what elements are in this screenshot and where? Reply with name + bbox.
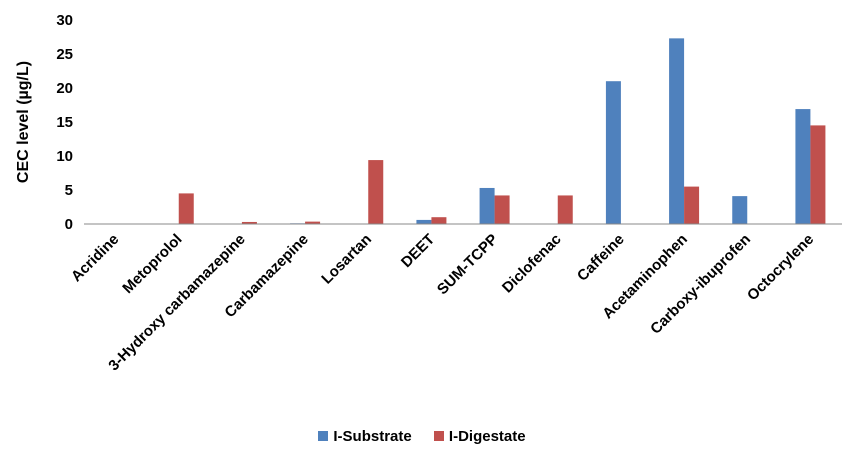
- y-tick-label: 20: [56, 80, 73, 97]
- x-category-label: SUM-TCPP: [434, 231, 501, 298]
- x-category-label: Acridine: [68, 231, 122, 285]
- bar-substrate: [416, 219, 432, 224]
- bar-substrate: [795, 109, 811, 224]
- legend: I-Substrate I-Digestate: [0, 428, 844, 445]
- y-tick-label: 15: [56, 114, 73, 131]
- legend-swatch-substrate: [318, 431, 329, 441]
- bar-digestate: [684, 186, 700, 224]
- bar-substrate: [732, 196, 748, 224]
- x-category-label: DEET: [398, 231, 438, 271]
- bar-substrate: [605, 81, 621, 224]
- x-category-label: Diclofenac: [499, 231, 565, 297]
- y-tick-label: 5: [65, 182, 73, 199]
- y-tick-label: 0: [65, 216, 73, 233]
- x-category-label: Octocrylene: [744, 231, 817, 304]
- bar-digestate: [494, 195, 510, 224]
- legend-label-digestate: I-Digestate: [448, 428, 526, 445]
- bar-digestate: [241, 221, 257, 224]
- bar-digestate: [431, 217, 447, 224]
- bars: [178, 38, 826, 224]
- bar-digestate: [305, 221, 321, 224]
- legend-item-digestate: I-Digestate: [433, 428, 526, 445]
- y-tick-label: 25: [56, 46, 73, 63]
- legend-item-substrate: I-Substrate: [318, 428, 412, 445]
- legend-swatch-digestate: [433, 431, 444, 441]
- bar-substrate: [669, 38, 685, 224]
- bar-digestate: [557, 195, 573, 224]
- bar-digestate: [810, 125, 826, 224]
- bar-digestate: [178, 193, 194, 224]
- y-tick-label: 30: [56, 12, 73, 29]
- y-axis-label: CEC level (µg/L): [15, 61, 32, 183]
- y-tick-label: 10: [56, 148, 73, 165]
- legend-label-substrate: I-Substrate: [333, 428, 412, 445]
- bar-substrate: [479, 187, 495, 224]
- bar-digestate: [368, 160, 384, 224]
- x-category-label: Caffeine: [574, 231, 628, 285]
- x-category-label: Metoprolol: [119, 231, 185, 297]
- y-axis-ticks: 0 5 10 15 20 25 30: [56, 12, 73, 233]
- bar-chart: CEC level (µg/L) 0 5 10 15 20 25 30 AcridineMe…: [15, 12, 842, 374]
- x-category-label: Losartan: [318, 231, 375, 288]
